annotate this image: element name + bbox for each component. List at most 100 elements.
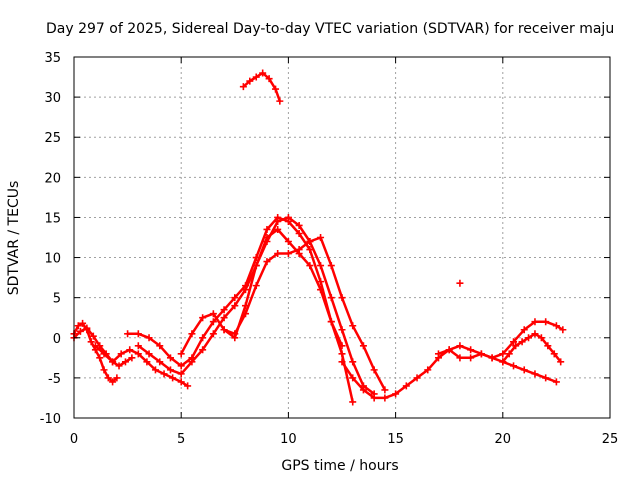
data-point bbox=[295, 229, 303, 237]
data-point bbox=[134, 330, 142, 338]
data-point bbox=[156, 342, 164, 350]
data-point bbox=[349, 398, 357, 406]
data-point bbox=[128, 354, 136, 362]
data-point bbox=[166, 366, 174, 374]
y-tick-label: 30 bbox=[44, 91, 61, 106]
data-point bbox=[100, 366, 108, 374]
data-point bbox=[306, 262, 314, 270]
data-point bbox=[156, 358, 164, 366]
data-point bbox=[295, 246, 303, 254]
data-point bbox=[512, 342, 520, 350]
data-point bbox=[177, 370, 185, 378]
data-point bbox=[531, 330, 539, 338]
data-point bbox=[467, 354, 475, 362]
data-point bbox=[252, 262, 260, 270]
data-point bbox=[121, 358, 129, 366]
data-point bbox=[199, 314, 207, 322]
data-point bbox=[370, 366, 378, 374]
data-point bbox=[134, 350, 142, 358]
data-point bbox=[338, 358, 346, 366]
y-tick-label: 0 bbox=[53, 332, 61, 347]
data-point bbox=[456, 342, 464, 350]
data-point bbox=[531, 318, 539, 326]
x-tick-label: 15 bbox=[387, 432, 404, 447]
grid bbox=[74, 57, 610, 418]
data-point bbox=[557, 358, 565, 366]
data-point bbox=[306, 238, 314, 246]
data-point bbox=[499, 350, 507, 358]
data-point bbox=[76, 327, 84, 335]
data-point bbox=[246, 77, 254, 85]
data-point bbox=[317, 286, 325, 294]
ticks bbox=[73, 56, 611, 419]
y-tick-label: -10 bbox=[40, 412, 61, 427]
data-point bbox=[359, 386, 367, 394]
data-point bbox=[259, 69, 267, 77]
data-point bbox=[520, 366, 528, 374]
data-point bbox=[104, 374, 112, 382]
y-tick-label: 5 bbox=[53, 292, 61, 307]
data-point bbox=[79, 319, 87, 327]
data-point bbox=[124, 330, 132, 338]
data-point bbox=[151, 366, 159, 374]
data-point bbox=[349, 358, 357, 366]
data-point bbox=[542, 374, 550, 382]
data-point bbox=[220, 326, 228, 334]
data-point bbox=[109, 378, 117, 386]
data-point bbox=[166, 354, 174, 362]
data-point bbox=[242, 286, 250, 294]
data-point bbox=[544, 342, 552, 350]
data-point bbox=[242, 310, 250, 318]
data-point bbox=[272, 85, 280, 93]
data-point bbox=[552, 322, 560, 330]
data-point bbox=[184, 382, 192, 390]
data-point bbox=[542, 318, 550, 326]
data-point bbox=[263, 225, 271, 233]
data-point bbox=[199, 334, 207, 342]
data-point bbox=[209, 318, 217, 326]
series-line-track-9 bbox=[340, 320, 565, 400]
data-point bbox=[327, 262, 335, 270]
plot-frame bbox=[73, 56, 611, 419]
data-point bbox=[434, 350, 442, 358]
data-point bbox=[338, 350, 346, 358]
data-point bbox=[505, 350, 513, 358]
data-point bbox=[467, 346, 475, 354]
data-point bbox=[188, 358, 196, 366]
data-point bbox=[274, 250, 282, 258]
y-tick-label: 35 bbox=[44, 51, 61, 66]
data-point bbox=[413, 374, 421, 382]
y-tick-label: 25 bbox=[44, 131, 61, 146]
data-point bbox=[488, 354, 496, 362]
data-point bbox=[284, 250, 292, 258]
data-point bbox=[284, 238, 292, 246]
data-point bbox=[89, 332, 97, 340]
data-layer bbox=[70, 69, 567, 406]
data-point bbox=[445, 346, 453, 354]
data-point bbox=[349, 374, 357, 382]
data-point bbox=[160, 370, 168, 378]
data-point bbox=[338, 294, 346, 302]
data-point bbox=[239, 83, 247, 91]
y-tick-label: 10 bbox=[44, 252, 61, 267]
data-point bbox=[525, 334, 533, 342]
data-point bbox=[220, 306, 228, 314]
data-point bbox=[284, 213, 292, 221]
data-point bbox=[274, 217, 282, 225]
data-point bbox=[552, 378, 560, 386]
data-point bbox=[115, 362, 123, 370]
data-point bbox=[117, 350, 125, 358]
data-point bbox=[317, 234, 325, 241]
data-point bbox=[143, 358, 151, 366]
y-tick-label: 20 bbox=[44, 171, 61, 186]
data-point bbox=[263, 258, 271, 266]
data-point bbox=[518, 338, 526, 346]
data-point bbox=[381, 394, 389, 402]
data-point bbox=[317, 262, 325, 270]
data-point bbox=[550, 350, 558, 358]
series-line-track-2 bbox=[72, 326, 134, 368]
series-line-track-11 bbox=[501, 332, 562, 364]
data-point bbox=[126, 346, 134, 354]
data-point bbox=[520, 326, 528, 334]
data-point bbox=[456, 354, 464, 362]
